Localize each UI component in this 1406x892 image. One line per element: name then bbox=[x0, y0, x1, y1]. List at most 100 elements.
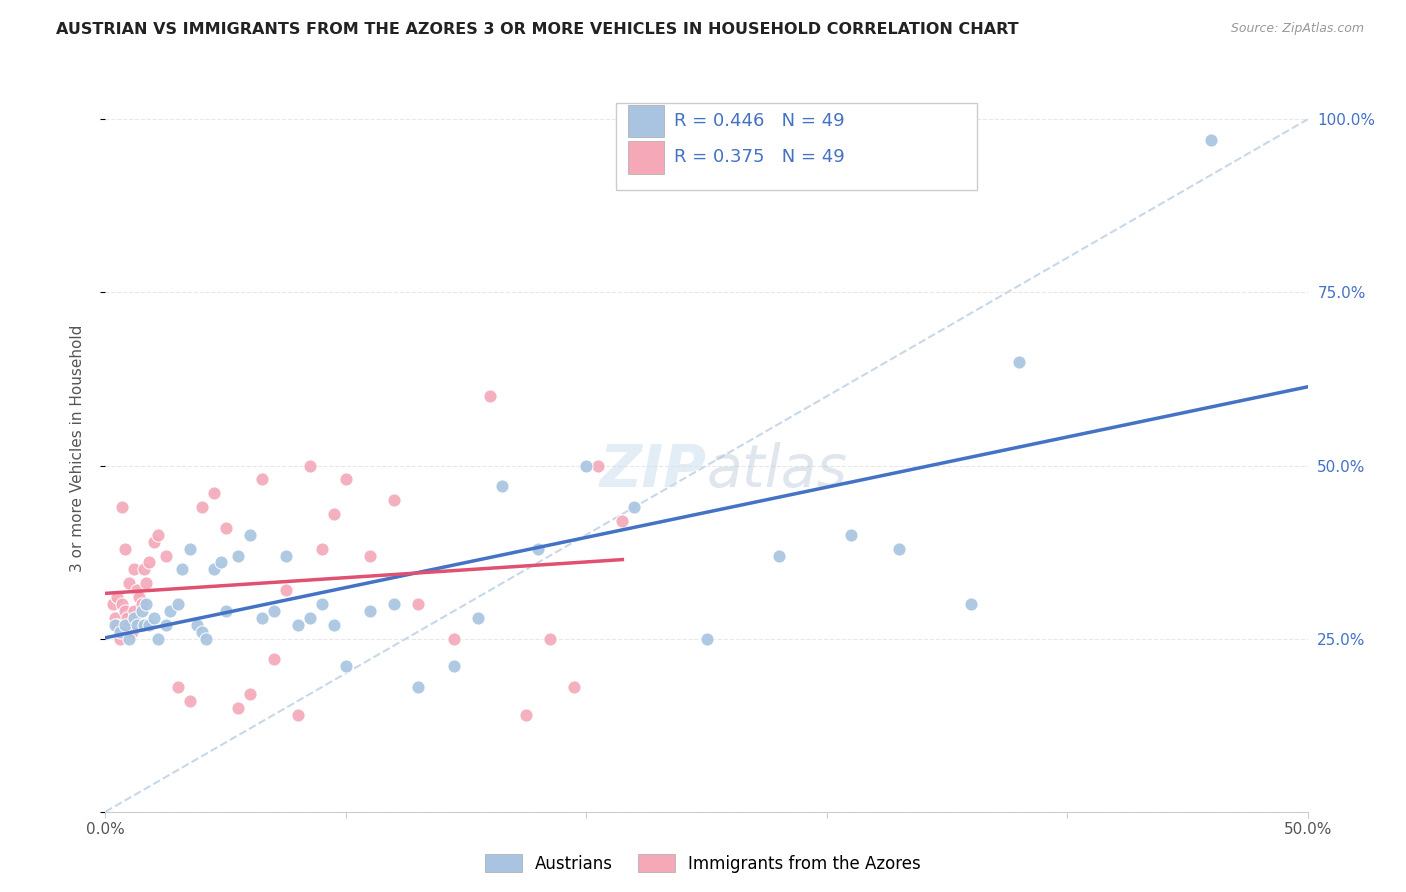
Point bbox=[148, 632, 170, 646]
FancyBboxPatch shape bbox=[616, 103, 977, 190]
Point bbox=[467, 611, 489, 625]
Point bbox=[359, 549, 381, 563]
Point bbox=[298, 611, 321, 625]
Point bbox=[226, 701, 249, 715]
Point bbox=[479, 389, 502, 403]
Point bbox=[159, 604, 181, 618]
Point bbox=[202, 486, 225, 500]
Text: ZIP: ZIP bbox=[599, 442, 707, 499]
Point bbox=[335, 472, 357, 486]
Text: R = 0.375   N = 49: R = 0.375 N = 49 bbox=[673, 148, 845, 167]
Point bbox=[250, 611, 273, 625]
Text: R = 0.446   N = 49: R = 0.446 N = 49 bbox=[673, 112, 845, 130]
Text: AUSTRIAN VS IMMIGRANTS FROM THE AZORES 3 OR MORE VEHICLES IN HOUSEHOLD CORRELATI: AUSTRIAN VS IMMIGRANTS FROM THE AZORES 3… bbox=[56, 22, 1019, 37]
Point bbox=[443, 632, 465, 646]
Point bbox=[239, 528, 262, 542]
Point bbox=[335, 659, 357, 673]
Point bbox=[382, 597, 405, 611]
Point bbox=[443, 659, 465, 673]
Point bbox=[124, 604, 146, 618]
Point bbox=[298, 458, 321, 473]
Y-axis label: 3 or more Vehicles in Household: 3 or more Vehicles in Household bbox=[70, 325, 84, 572]
Point bbox=[155, 617, 177, 632]
Point bbox=[125, 583, 148, 598]
Point bbox=[491, 479, 513, 493]
Point bbox=[214, 604, 236, 618]
Point bbox=[768, 549, 790, 563]
Point bbox=[274, 583, 297, 598]
Point bbox=[118, 632, 141, 646]
Point bbox=[263, 652, 285, 666]
Point bbox=[121, 624, 143, 639]
Point bbox=[108, 632, 131, 646]
Point bbox=[1008, 354, 1031, 368]
Point bbox=[1201, 133, 1223, 147]
Point bbox=[115, 611, 138, 625]
Point bbox=[612, 514, 634, 528]
Point bbox=[124, 562, 146, 576]
Point bbox=[179, 694, 201, 708]
Point bbox=[406, 597, 429, 611]
Point bbox=[138, 556, 160, 570]
Point bbox=[311, 541, 333, 556]
Point bbox=[138, 617, 160, 632]
Point bbox=[287, 617, 309, 632]
Point bbox=[107, 617, 129, 632]
Point bbox=[274, 549, 297, 563]
Point bbox=[575, 458, 598, 473]
Point bbox=[406, 680, 429, 694]
Point bbox=[111, 597, 134, 611]
Point bbox=[104, 611, 127, 625]
Point bbox=[114, 617, 136, 632]
Point bbox=[118, 576, 141, 591]
Text: atlas: atlas bbox=[707, 442, 848, 499]
Point bbox=[562, 680, 585, 694]
Point bbox=[125, 617, 148, 632]
Point bbox=[186, 617, 208, 632]
Point bbox=[588, 458, 610, 473]
Point bbox=[209, 556, 232, 570]
Point bbox=[155, 549, 177, 563]
Point bbox=[148, 528, 170, 542]
Point bbox=[107, 590, 129, 604]
Point bbox=[538, 632, 561, 646]
Point bbox=[960, 597, 983, 611]
Point bbox=[322, 507, 344, 521]
Text: Source: ZipAtlas.com: Source: ZipAtlas.com bbox=[1230, 22, 1364, 36]
Point bbox=[214, 521, 236, 535]
Legend: Austrians, Immigrants from the Azores: Austrians, Immigrants from the Azores bbox=[478, 847, 928, 880]
Point bbox=[887, 541, 910, 556]
Point bbox=[131, 604, 153, 618]
Point bbox=[132, 617, 155, 632]
Point bbox=[190, 624, 212, 639]
Point bbox=[839, 528, 862, 542]
Point bbox=[114, 604, 136, 618]
Point bbox=[166, 597, 188, 611]
Point bbox=[250, 472, 273, 486]
Point bbox=[172, 562, 194, 576]
Point bbox=[623, 500, 645, 514]
Point bbox=[359, 604, 381, 618]
Point bbox=[382, 493, 405, 508]
Point bbox=[527, 541, 550, 556]
Point bbox=[131, 597, 153, 611]
Point bbox=[322, 617, 344, 632]
Point bbox=[263, 604, 285, 618]
Point bbox=[108, 624, 131, 639]
Point bbox=[515, 707, 537, 722]
Point bbox=[179, 541, 201, 556]
Point bbox=[114, 541, 136, 556]
Point bbox=[190, 500, 212, 514]
Point bbox=[311, 597, 333, 611]
Point bbox=[118, 617, 141, 632]
Point bbox=[142, 534, 165, 549]
Point bbox=[202, 562, 225, 576]
Point bbox=[166, 680, 188, 694]
Point bbox=[142, 611, 165, 625]
Point bbox=[696, 632, 718, 646]
Point bbox=[104, 617, 127, 632]
Point bbox=[132, 562, 155, 576]
Point bbox=[195, 632, 218, 646]
Point bbox=[128, 590, 150, 604]
Point bbox=[239, 687, 262, 701]
